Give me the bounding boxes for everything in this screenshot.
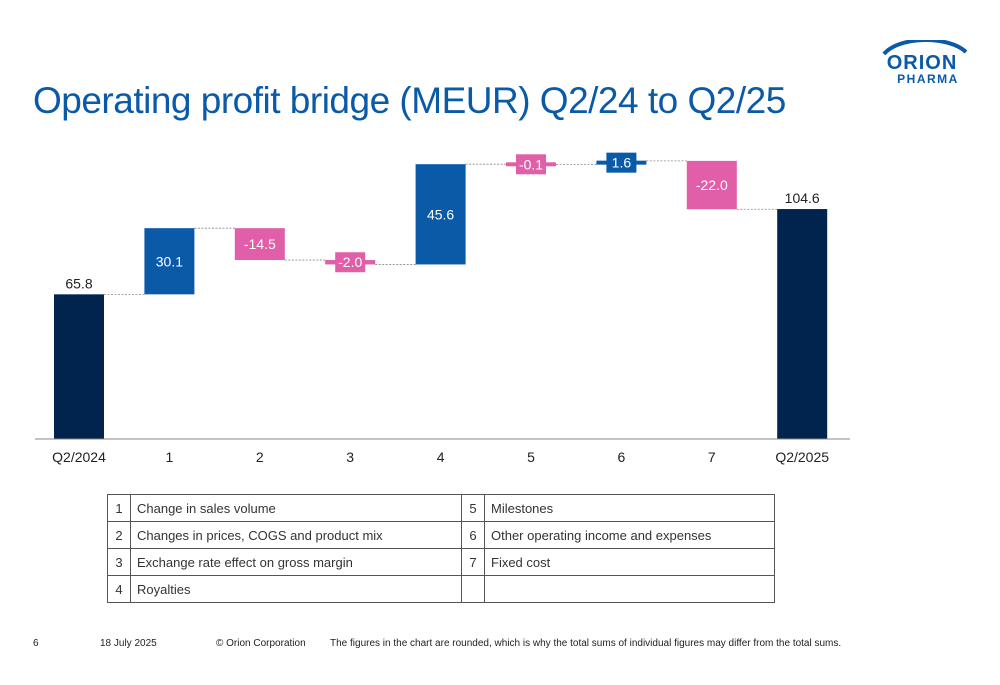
- bar-1: [144, 228, 195, 295]
- logo-text-top: ORION: [887, 52, 958, 74]
- legend-number: [461, 575, 485, 603]
- slide-title: Operating profit bridge (MEUR) Q2/24 to …: [33, 80, 786, 121]
- legend-number: 4: [107, 575, 131, 603]
- footer-page-number: 6: [33, 638, 39, 649]
- legend-description: Royalties: [130, 575, 462, 603]
- legend-description: Change in sales volume: [130, 494, 462, 522]
- data-label: -14.5: [244, 236, 276, 252]
- data-label: 30.1: [156, 253, 183, 269]
- footer-date: 18 July 2025: [100, 638, 157, 649]
- legend-number: 1: [107, 494, 131, 522]
- legend-number: 6: [461, 521, 485, 549]
- legend-description: Fixed cost: [484, 548, 775, 576]
- bar-q2-2024: [54, 294, 104, 439]
- x-tick-label: 1: [166, 449, 174, 465]
- data-label-box: [335, 252, 366, 273]
- legend-number: 3: [107, 548, 131, 576]
- x-tick-label: 6: [618, 449, 626, 465]
- bar-4: [415, 164, 466, 265]
- legend-row: 2 Changes in prices, COGS and product mix…: [107, 521, 775, 549]
- data-label: 45.6: [427, 206, 454, 222]
- logo-text-bottom: PHARMA: [897, 72, 959, 86]
- operating-profit-bridge-chart: 65.8 30.1 -14.5 -2.0 45.6 -0.1 1.6 -22.0 104.6 Q2…: [35, 152, 850, 465]
- legend-row: 4 Royalties: [107, 575, 775, 603]
- x-tick-label: Q2/2024: [52, 449, 106, 465]
- legend-description: Other operating income and expenses: [484, 521, 775, 549]
- data-label-box: [516, 154, 546, 175]
- legend-description: [484, 575, 775, 603]
- data-label: -22.0: [696, 177, 728, 193]
- orion-pharma-logo: ORION PHARMA: [882, 40, 968, 86]
- data-label: 1.6: [612, 155, 632, 171]
- x-tick-label: 5: [527, 449, 535, 465]
- data-label: -2.0: [338, 254, 362, 270]
- bar-7: [686, 160, 737, 210]
- legend-row: 1 Change in sales volume 5 Milestones: [107, 494, 775, 522]
- x-tick-label: Q2/2025: [775, 449, 829, 465]
- bridge-legend-table: 1 Change in sales volume 5 Milestones 2 Chang…: [107, 494, 775, 603]
- legend-number: 7: [461, 548, 485, 576]
- data-label-box: [606, 152, 637, 173]
- x-tick-label: 3: [346, 449, 354, 465]
- x-tick-label: 2: [256, 449, 264, 465]
- data-label: 104.6: [785, 190, 820, 206]
- footer-copyright: © Orion Corporation: [216, 638, 306, 649]
- legend-number: 5: [461, 494, 485, 522]
- legend-description: Milestones: [484, 494, 775, 522]
- legend-description: Exchange rate effect on gross margin: [130, 548, 462, 576]
- data-label: -0.1: [519, 156, 543, 172]
- bar-2: [234, 228, 285, 261]
- x-tick-label: 4: [437, 449, 445, 465]
- bar-q2-2025: [777, 209, 828, 439]
- data-label: 65.8: [65, 275, 92, 291]
- footer-note: The figures in the chart are rounded, wh…: [330, 638, 842, 649]
- legend-number: 2: [107, 521, 131, 549]
- legend-row: 3 Exchange rate effect on gross margin 7 Fi…: [107, 548, 775, 576]
- x-tick-label: 7: [708, 449, 716, 465]
- legend-description: Changes in prices, COGS and product mix: [130, 521, 462, 549]
